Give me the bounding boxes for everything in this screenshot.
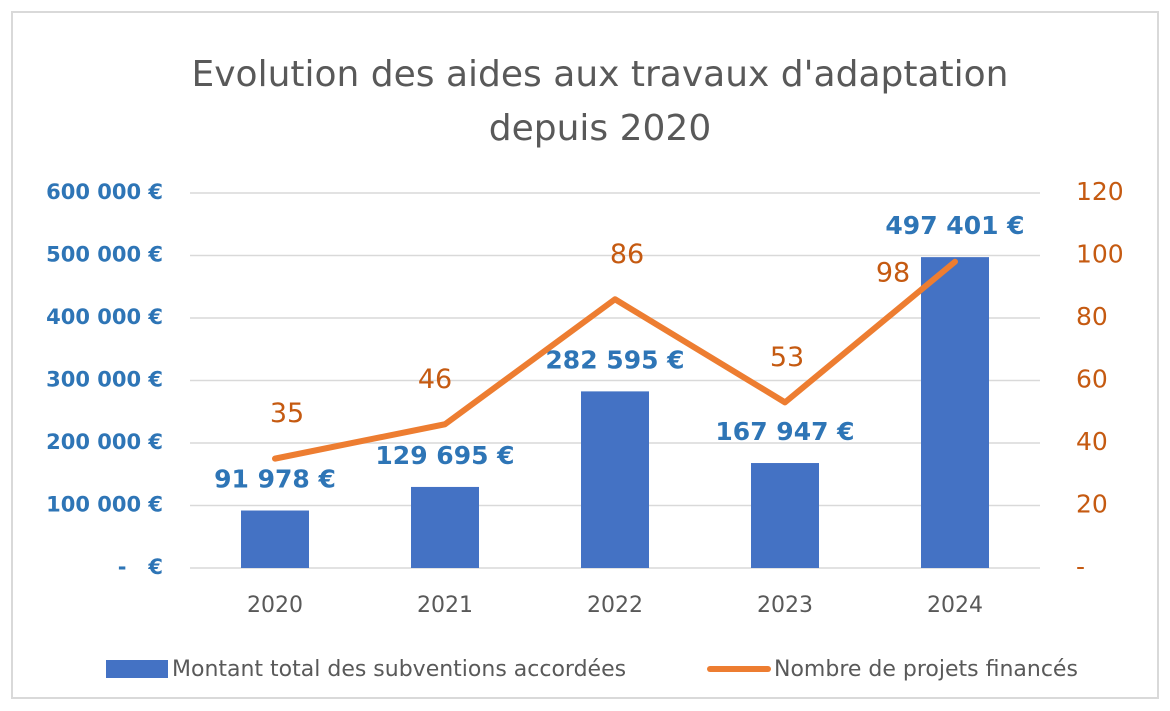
bar-value-label: 282 595 €: [545, 345, 684, 374]
line-value-label: 46: [418, 364, 452, 395]
y-tick-label: 600 000 €: [46, 180, 163, 204]
bar: [921, 257, 989, 568]
bar-value-label: 167 947 €: [715, 417, 854, 446]
y2-tick-label: 100: [1076, 240, 1124, 269]
y2-tick-label: -: [1076, 552, 1085, 581]
bar-value-label: 129 695 €: [375, 441, 514, 470]
y2-tick-label: 20: [1076, 490, 1108, 519]
x-tick-label: 2022: [587, 593, 643, 618]
bar: [581, 391, 649, 568]
legend-label: Montant total des subventions accordées: [172, 657, 626, 682]
line-value-label: 53: [770, 342, 804, 373]
y2-tick-label: 40: [1076, 427, 1108, 456]
bar-value-label: 91 978 €: [214, 465, 336, 494]
y-tick-label: 100 000 €: [46, 493, 163, 517]
y-tick-label: - €: [118, 555, 163, 579]
line-value-label: 35: [270, 398, 304, 429]
bar: [751, 463, 819, 568]
line: [272, 258, 958, 462]
bar: [241, 510, 309, 568]
y2-tick-label: 120: [1076, 177, 1124, 206]
chart-subtitle: depuis 2020: [489, 108, 712, 149]
x-tick-label: 2020: [247, 593, 303, 618]
y-tick-label: 300 000 €: [46, 368, 163, 392]
y-tick-label: 500 000 €: [46, 243, 163, 267]
y2-tick-label: 80: [1076, 302, 1108, 331]
line-value-label: 98: [876, 257, 910, 288]
chart-title: Evolution des aides aux travaux d'adapta…: [192, 54, 1009, 95]
x-tick-label: 2023: [757, 593, 813, 618]
legend-swatch: [106, 660, 168, 678]
bar: [411, 486, 479, 568]
y2-tick-label: 60: [1076, 365, 1108, 394]
y-tick-label: 400 000 €: [46, 305, 163, 329]
legend-label: Nombre de projets financés: [774, 657, 1078, 682]
line-value-label: 86: [610, 239, 644, 270]
x-tick-label: 2021: [417, 593, 473, 618]
x-tick-label: 2024: [927, 593, 983, 618]
bar-value-label: 497 401 €: [885, 211, 1024, 240]
y-tick-label: 200 000 €: [46, 430, 163, 454]
